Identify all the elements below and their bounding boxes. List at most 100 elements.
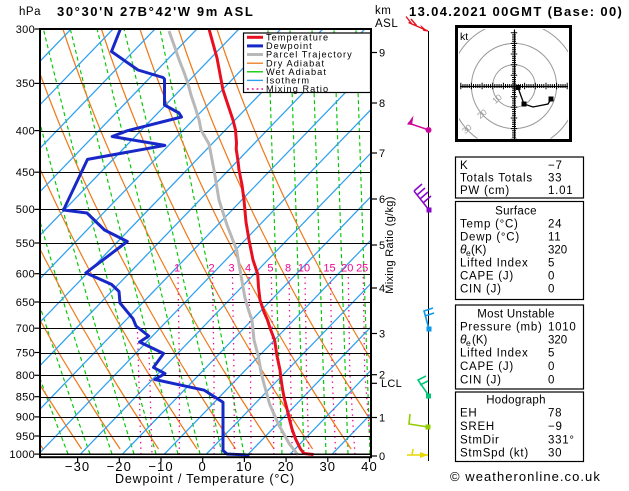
svg-text:Isotherm: Isotherm <box>266 76 310 86</box>
svg-text:1010: 1010 <box>548 322 577 334</box>
svg-text:EH: EH <box>460 408 477 420</box>
svg-text:13.04.2021 00GMT (Base: 00): 13.04.2021 00GMT (Base: 00) <box>409 4 623 19</box>
svg-text:0: 0 <box>548 271 555 283</box>
svg-text:4: 4 <box>379 283 385 295</box>
svg-text:e: e <box>466 338 471 348</box>
svg-text:20: 20 <box>341 263 353 275</box>
svg-text:0: 0 <box>548 284 555 296</box>
svg-text:θ: θ <box>460 333 467 347</box>
svg-text:Dry Adiabat: Dry Adiabat <box>266 58 325 68</box>
svg-text:5: 5 <box>548 348 555 360</box>
svg-text:2: 2 <box>379 370 385 382</box>
svg-text:750: 750 <box>16 347 35 359</box>
svg-text:33: 33 <box>548 173 562 185</box>
svg-text:ASL: ASL <box>375 18 398 30</box>
svg-text:Temp (°C): Temp (°C) <box>460 219 519 231</box>
svg-text:500: 500 <box>16 204 35 216</box>
svg-text:30°30'N 27B°42'W 9m ASL: 30°30'N 27B°42'W 9m ASL <box>57 4 254 19</box>
svg-text:−20: −20 <box>107 459 132 474</box>
svg-text:Dewp (°C): Dewp (°C) <box>460 232 520 244</box>
svg-text:Lifted Index: Lifted Index <box>460 258 528 270</box>
svg-text:320: 320 <box>548 335 567 347</box>
svg-text:400: 400 <box>16 125 35 137</box>
svg-text:CAPE (J): CAPE (J) <box>460 271 514 283</box>
svg-text:1.01: 1.01 <box>548 185 573 197</box>
svg-text:CAPE (J): CAPE (J) <box>460 361 514 373</box>
svg-text:78: 78 <box>548 408 562 420</box>
svg-text:Lifted Index: Lifted Index <box>460 348 528 360</box>
svg-text:e: e <box>466 248 471 258</box>
svg-text:Parcel Trajectory: Parcel Trajectory <box>266 50 353 60</box>
svg-text:CIN (J): CIN (J) <box>460 375 502 387</box>
svg-text:(K): (K) <box>471 245 487 257</box>
svg-text:900: 900 <box>16 412 35 424</box>
svg-text:850: 850 <box>16 392 35 404</box>
svg-text:Temperature: Temperature <box>266 33 329 43</box>
svg-text:−10: −10 <box>148 459 173 474</box>
svg-text:30: 30 <box>319 459 336 474</box>
svg-text:Pressure (mb): Pressure (mb) <box>460 322 543 334</box>
svg-text:PW (cm): PW (cm) <box>460 185 510 197</box>
svg-text:−9: −9 <box>548 421 563 433</box>
svg-text:5: 5 <box>379 240 385 252</box>
svg-text:CIN (J): CIN (J) <box>460 284 502 296</box>
svg-text:300: 300 <box>16 24 35 36</box>
svg-text:hPa: hPa <box>19 6 41 18</box>
svg-text:11: 11 <box>548 232 561 244</box>
svg-text:−30: −30 <box>65 459 90 474</box>
svg-text:450: 450 <box>16 167 35 179</box>
svg-text:650: 650 <box>16 297 35 309</box>
svg-text:Totals Totals: Totals Totals <box>460 173 533 185</box>
svg-text:15: 15 <box>323 263 335 275</box>
svg-text:320: 320 <box>548 245 567 257</box>
svg-text:3: 3 <box>379 328 385 340</box>
svg-text:350: 350 <box>16 78 35 90</box>
svg-text:3: 3 <box>228 263 234 275</box>
svg-text:1000: 1000 <box>9 449 35 461</box>
svg-text:θ: θ <box>460 243 467 257</box>
svg-text:5: 5 <box>267 263 273 275</box>
svg-text:Most Unstable: Most Unstable <box>477 309 554 321</box>
svg-text:331°: 331° <box>548 435 575 447</box>
svg-text:20: 20 <box>278 459 295 474</box>
svg-text:SREH: SREH <box>460 421 495 433</box>
svg-text:km: km <box>375 5 391 17</box>
svg-text:Dewpoint: Dewpoint <box>266 41 313 51</box>
svg-text:1: 1 <box>174 263 180 275</box>
svg-text:9: 9 <box>379 47 385 59</box>
svg-text:Mixing Ratio: Mixing Ratio <box>266 84 329 94</box>
svg-text:Mixing Ratio (g/kg): Mixing Ratio (g/kg) <box>384 196 396 293</box>
svg-text:2: 2 <box>208 263 214 275</box>
svg-text:LCL: LCL <box>381 378 402 390</box>
svg-text:24: 24 <box>548 219 562 231</box>
svg-text:Surface: Surface <box>495 206 537 218</box>
svg-text:8: 8 <box>379 98 385 110</box>
svg-text:5: 5 <box>548 258 555 270</box>
svg-text:(K): (K) <box>472 335 488 347</box>
svg-text:0: 0 <box>548 361 555 373</box>
svg-text:8: 8 <box>285 263 291 275</box>
svg-text:Wet Adiabat: Wet Adiabat <box>266 67 327 77</box>
svg-text:25: 25 <box>356 263 368 275</box>
svg-text:800: 800 <box>16 370 35 382</box>
svg-text:700: 700 <box>16 323 35 335</box>
svg-text:kt: kt <box>460 31 468 43</box>
svg-text:0: 0 <box>548 375 555 387</box>
svg-text:950: 950 <box>16 431 35 443</box>
svg-text:10: 10 <box>298 263 310 275</box>
svg-text:0: 0 <box>379 451 385 463</box>
svg-text:6: 6 <box>379 194 385 206</box>
svg-text:StmSpd (kt): StmSpd (kt) <box>460 448 529 460</box>
svg-text:10: 10 <box>236 459 253 474</box>
svg-text:40: 40 <box>361 459 378 474</box>
svg-text:© weatheronline.co.uk: © weatheronline.co.uk <box>450 469 601 484</box>
svg-text:30: 30 <box>548 448 562 460</box>
svg-text:K: K <box>460 160 468 172</box>
svg-text:4: 4 <box>245 263 251 275</box>
svg-text:7: 7 <box>379 148 385 160</box>
svg-text:0: 0 <box>199 459 207 474</box>
svg-text:Hodograph: Hodograph <box>486 395 546 407</box>
svg-text:550: 550 <box>16 238 35 250</box>
svg-text:600: 600 <box>16 269 35 281</box>
svg-text:−7: −7 <box>548 160 563 172</box>
